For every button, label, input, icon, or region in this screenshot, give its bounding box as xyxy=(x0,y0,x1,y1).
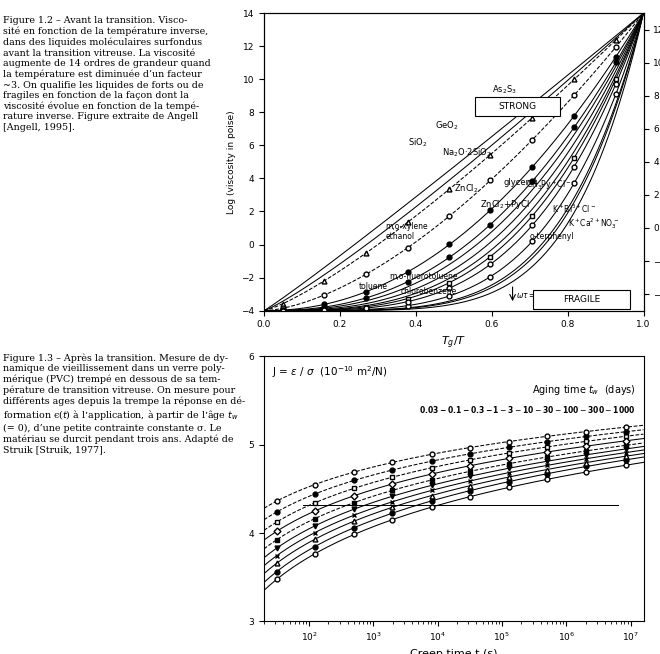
FancyBboxPatch shape xyxy=(533,290,630,309)
X-axis label: $T_g/T$: $T_g/T$ xyxy=(441,335,467,351)
Text: ZnCl$_2$+PyCl: ZnCl$_2$+PyCl xyxy=(480,198,530,211)
Text: toluene: toluene xyxy=(359,282,388,291)
Text: ZnCl$_2$: ZnCl$_2$ xyxy=(454,182,478,195)
Text: $\omega\tau=1$: $\omega\tau=1$ xyxy=(516,288,543,300)
Text: K$^+$Ca$^{2+}$NO$_3^-$: K$^+$Ca$^{2+}$NO$_3^-$ xyxy=(568,216,618,232)
Text: FRAGILE: FRAGILE xyxy=(564,294,601,303)
Y-axis label: Log (viscosity in poise): Log (viscosity in poise) xyxy=(226,110,236,214)
Text: K$^+$Bi$^{3+}$Cl$^-$: K$^+$Bi$^{3+}$Cl$^-$ xyxy=(552,202,597,215)
Text: Figure 1.2 – Avant la transition. Visco-
sité en fonction de la température inve: Figure 1.2 – Avant la transition. Visco-… xyxy=(3,16,211,131)
FancyBboxPatch shape xyxy=(475,97,560,116)
Text: Na$_2$O·2SiO$_2$: Na$_2$O·2SiO$_2$ xyxy=(442,146,492,158)
Text: $\mathbf{0.03-0.1-0.3-1}-\mathbf{3}-\mathbf{10}-\mathbf{30}-\mathbf{100}-\mathbf: $\mathbf{0.03-0.1-0.3-1}-\mathbf{3}-\mat… xyxy=(419,404,636,415)
Text: STRONG: STRONG xyxy=(498,102,537,111)
Text: J = $\varepsilon$ / $\sigma$  (10$^{-10}$ m$^2$/N): J = $\varepsilon$ / $\sigma$ (10$^{-10}$… xyxy=(272,364,387,380)
Text: o-terphenyl: o-terphenyl xyxy=(529,232,574,241)
Text: Aging time $t_w$  (days): Aging time $t_w$ (days) xyxy=(532,383,636,397)
Text: GeO$_2$: GeO$_2$ xyxy=(435,120,458,132)
Text: Figure 1.3 – Après la transition. Mesure de dy-
namique de vieillissement dans u: Figure 1.3 – Après la transition. Mesure… xyxy=(3,353,246,454)
Text: m,o-fluorotoluene: m,o-fluorotoluene xyxy=(389,272,458,281)
Text: SiO$_2$: SiO$_2$ xyxy=(408,136,428,148)
Text: As$_2$S$_3$: As$_2$S$_3$ xyxy=(492,83,517,95)
Text: m,o-xylene
ethanol: m,o-xylene ethanol xyxy=(385,222,428,241)
X-axis label: Creep time t (s): Creep time t (s) xyxy=(410,649,498,654)
Text: CH$_3$Py$^+$Cl$^-$: CH$_3$Py$^+$Cl$^-$ xyxy=(526,178,571,192)
Text: glycerol: glycerol xyxy=(503,178,537,186)
Text: chlorobenzene: chlorobenzene xyxy=(401,286,457,296)
